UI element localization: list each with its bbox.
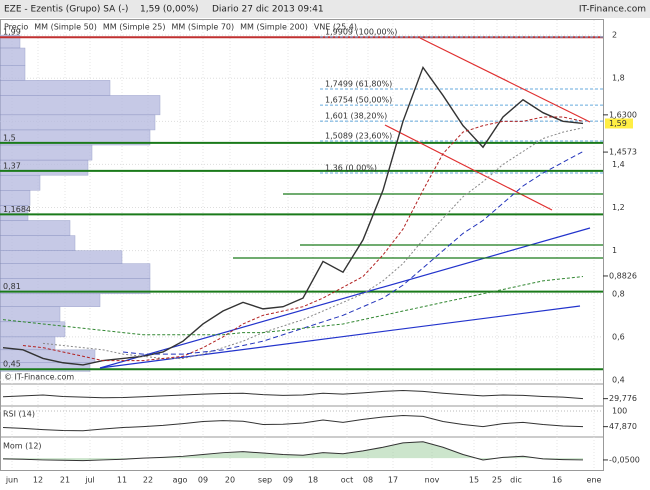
volume-profile-bar <box>0 47 26 66</box>
last-price: 1,59 (0,00%) <box>140 5 199 15</box>
y-tick-label: 0,4 <box>612 376 625 385</box>
x-tick-label: 08 <box>363 476 373 485</box>
price-line <box>2 65 584 366</box>
copyright: © IT-Finance.com <box>4 373 74 382</box>
legend-entry: VNE (25.4) <box>314 23 357 32</box>
x-tick-label: dic <box>510 476 522 485</box>
header-bar <box>0 0 650 18</box>
x-tick-label: 25 <box>492 476 502 485</box>
level-label: 1,1684 <box>3 205 31 214</box>
x-tick-label: ene <box>587 476 602 485</box>
x-tick-label: sep <box>258 476 272 485</box>
legend-entry: MM (Simple 25) <box>103 23 166 32</box>
panel-last: -0,0500 <box>609 455 640 464</box>
fib-label: 1,9909 (100,00%) <box>325 28 397 37</box>
level-label: 0,81 <box>3 282 21 291</box>
volume-profile-bar <box>0 250 123 264</box>
indicator-line <box>2 389 584 400</box>
x-tick-label: ago <box>173 476 188 485</box>
legend-entry: MM (Simple 50) <box>34 23 97 32</box>
y-tick-label: 1,2 <box>612 203 625 212</box>
y-tick-label: 0,8 <box>612 289 625 298</box>
panel-title: Mom (12) <box>3 442 42 451</box>
level-label: 0,45 <box>3 360 21 369</box>
x-tick-label: jun <box>5 476 18 485</box>
x-tick-label: 20 <box>225 476 235 485</box>
fib-label: 1,7499 (61,80%) <box>325 80 392 89</box>
y-tick-label: 1,4 <box>612 160 625 169</box>
y-tick-label: 0,6 <box>612 332 625 341</box>
brand: IT-Finance.com <box>579 5 646 15</box>
volume-profile-bar <box>0 362 91 372</box>
volume-profile-bar <box>0 144 93 161</box>
volume-profile-bar <box>0 306 61 323</box>
volume-profile-bar <box>0 235 76 251</box>
trend-line <box>384 124 553 211</box>
moving-average <box>122 151 584 355</box>
y-tick-label: 1,8 <box>612 74 625 83</box>
volume-profile-bar <box>0 65 26 81</box>
legend-entry: Precio <box>4 23 28 32</box>
momentum-area <box>3 441 583 461</box>
panel-last: 29,776 <box>609 394 637 403</box>
x-tick-label: oct <box>341 476 353 485</box>
panel-last: 47,870 <box>609 422 637 431</box>
fib-label: 1,6754 (50,00%) <box>325 96 392 105</box>
level-label: 1,37 <box>3 161 21 170</box>
volume-profile-bar <box>0 174 41 191</box>
trend-line <box>99 227 591 369</box>
x-tick-label: 11 <box>117 476 127 485</box>
x-tick-label: 12 <box>33 476 43 485</box>
price-label: 1,4573 <box>609 148 637 157</box>
fib-label: 1,5089 (23,60%) <box>325 131 392 140</box>
panel-tick: 100 <box>612 407 627 416</box>
price-label: 0,8826 <box>609 271 637 280</box>
x-tick-label: 09 <box>283 476 293 485</box>
moving-average <box>2 276 584 336</box>
price-label: 1,6300 <box>609 110 637 119</box>
legend-entry: MM (Simple 200) <box>240 23 308 32</box>
volume-profile-bar <box>0 321 66 338</box>
x-tick-label: 17 <box>388 476 398 485</box>
x-tick-label: 16 <box>552 476 562 485</box>
timestamp: Diario 27 dic 2013 09:41 <box>212 5 324 15</box>
panel-title: RSI (14) <box>3 410 35 419</box>
level-label: 1,99 <box>3 28 21 37</box>
trend-lines <box>99 37 603 369</box>
volume-profile-bar <box>0 114 156 131</box>
fib-label: 1,601 (38,20%) <box>325 112 387 121</box>
volume-profile-bar <box>0 80 111 96</box>
indicator-line <box>2 414 584 432</box>
x-tick-label: 22 <box>143 476 153 485</box>
legend-entry: MM (Simple 70) <box>172 23 235 32</box>
trend-line <box>419 37 591 123</box>
volume-profile-bar <box>0 220 71 236</box>
x-tick-label: nov <box>425 476 440 485</box>
x-tick-label: 09 <box>198 476 208 485</box>
price-label: 1,59 <box>609 119 627 128</box>
x-tick-label: jul <box>84 476 95 485</box>
level-label: 1,5 <box>3 133 16 142</box>
x-tick-label: 18 <box>308 476 318 485</box>
x-tick-label: 21 <box>60 476 70 485</box>
x-tick-label: 15 <box>469 476 479 485</box>
y-tick-label: 1 <box>612 246 617 255</box>
volume-profile-bar <box>0 190 31 206</box>
indicator-line <box>2 441 584 462</box>
y-tick-label: 2 <box>612 31 617 40</box>
price-marker <box>605 118 633 129</box>
volume-profile-bar <box>0 95 161 116</box>
moving-average <box>22 116 584 362</box>
chart-title: EZE - Ezentis (Grupo) SA (-) <box>4 5 128 15</box>
volume-profile-bar <box>0 263 151 279</box>
fib-label: 1,36 (0,00%) <box>325 164 377 173</box>
trend-line <box>99 305 581 369</box>
volume-profile-bar <box>0 293 101 307</box>
